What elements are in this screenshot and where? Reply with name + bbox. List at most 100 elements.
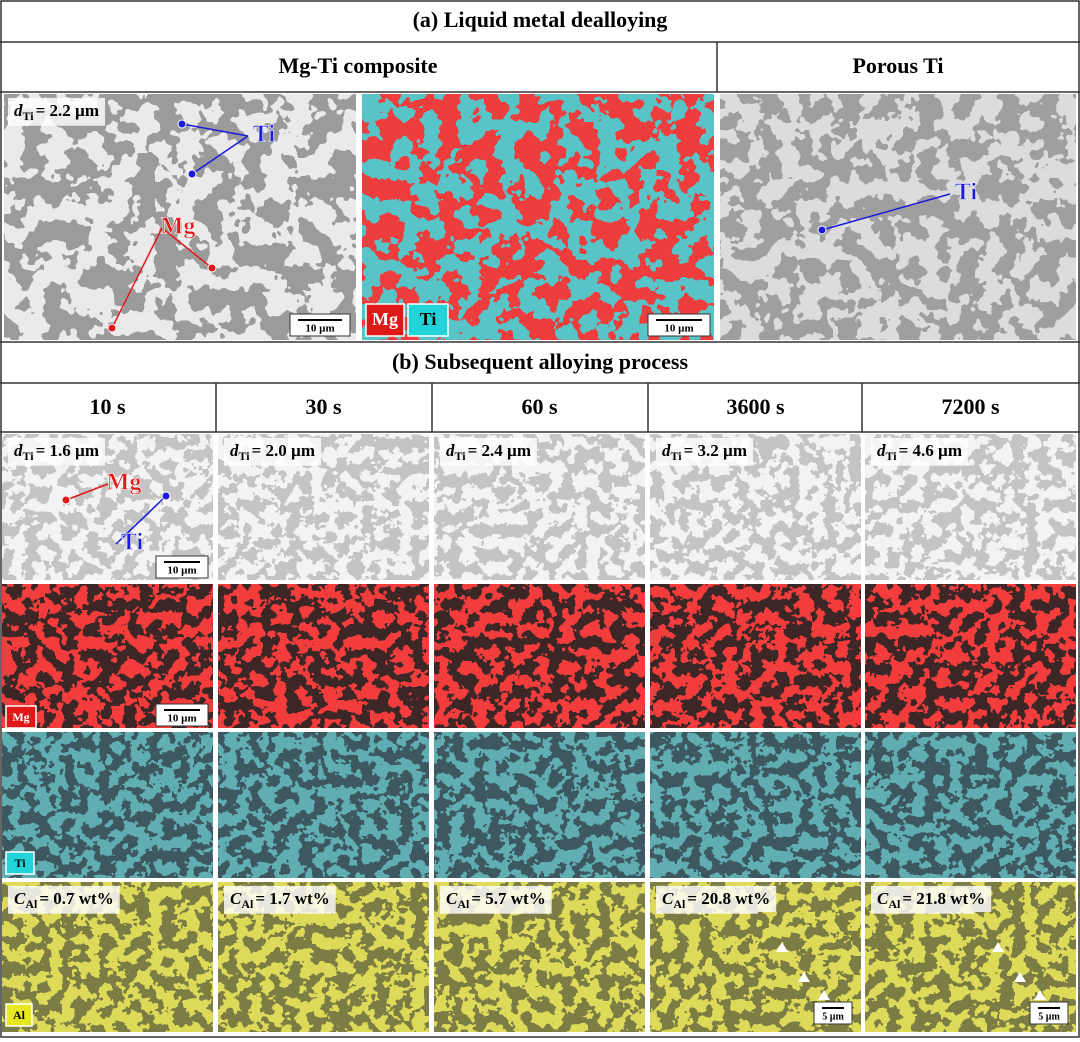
d-label: dTi = 2.0 µm — [224, 437, 322, 466]
inset-arrow — [776, 942, 788, 952]
scale-bar-label: 10 µm — [664, 323, 693, 335]
label-background — [440, 437, 538, 466]
label-part: Al — [25, 897, 38, 911]
ti-map — [433, 731, 646, 879]
pointer-line — [115, 495, 167, 545]
label-part: = 1.7 wt% — [255, 889, 329, 908]
time-header: 30 s — [305, 394, 342, 419]
label-part: Ti — [239, 449, 251, 463]
label-text: CAl = 1.7 wt% — [230, 889, 330, 911]
time-header: 7200 s — [941, 394, 1000, 419]
label-part: d — [14, 441, 23, 460]
label-background — [8, 885, 120, 914]
label-text: dTi = 1.6 µm — [14, 441, 99, 463]
pointer-dot — [187, 169, 197, 179]
pointer-dot — [817, 225, 827, 235]
label-background — [656, 885, 777, 914]
label-part: Al — [241, 897, 254, 911]
label-part: C — [877, 889, 889, 908]
scale-bar-label: 10 µm — [167, 713, 196, 725]
label-part: = 20.8 wt% — [687, 889, 770, 908]
label-text: CAl = 5.7 wt% — [446, 889, 546, 911]
label-part: d — [877, 441, 886, 460]
time-header: 3600 s — [726, 394, 785, 419]
pointer-dot — [107, 323, 117, 333]
label-background — [224, 437, 322, 466]
label-part: Ti — [455, 449, 467, 463]
label-part: Ti — [23, 109, 35, 123]
label-part: d — [14, 101, 23, 120]
label-part: Ti — [23, 449, 35, 463]
pointer-line — [161, 227, 213, 269]
c-label: CAl = 1.7 wt% — [224, 885, 336, 914]
pointer-line — [191, 135, 249, 175]
mg-map — [649, 583, 862, 729]
scale-bar-label: 5 µm — [822, 1011, 844, 1022]
ti-map — [649, 731, 862, 879]
inset-arrow — [818, 990, 830, 1000]
legend-label: Al — [13, 1008, 26, 1022]
porous-image — [719, 93, 1077, 341]
label-text: dTi = 2.0 µm — [230, 441, 315, 463]
panel-a-title: (a) Liquid metal dealloying — [413, 7, 668, 32]
mg-map — [433, 583, 646, 729]
mg-map — [217, 583, 430, 729]
phase-label: Ti — [955, 180, 978, 206]
time-header: 60 s — [521, 394, 558, 419]
legend-swatch — [5, 851, 35, 875]
label-background — [656, 437, 754, 466]
d-label: dTi = 4.6 µm — [871, 437, 969, 466]
label-part: = 0.7 wt% — [39, 889, 113, 908]
c-label: CAl = 20.8 wt% — [656, 885, 777, 914]
ti-map — [864, 731, 1077, 879]
legend-label: Ti — [420, 309, 437, 329]
inset-arrow — [1034, 990, 1046, 1000]
ti-map — [217, 731, 430, 879]
phase-label: Ti — [253, 122, 276, 148]
pointer-dot — [61, 495, 71, 505]
label-part: d — [230, 441, 239, 460]
column-header: Porous Ti — [852, 53, 943, 78]
label-text: CAl = 20.8 wt% — [662, 889, 770, 911]
label-part: d — [446, 441, 455, 460]
legend-swatch — [365, 303, 405, 337]
label-background — [871, 437, 969, 466]
pointer-dot — [177, 119, 187, 129]
phase-label: Ti — [121, 530, 144, 556]
sem-image — [3, 93, 357, 341]
d-label: dTi = 1.6 µm — [8, 437, 106, 466]
label-part: C — [662, 889, 674, 908]
label-text: CAl = 21.8 wt% — [877, 889, 985, 911]
mg-map — [864, 583, 1077, 729]
label-part: = 2.2 µm — [36, 101, 99, 120]
label-background — [8, 97, 106, 126]
c-label: CAl = 0.7 wt% — [8, 885, 120, 914]
legend-swatch — [407, 303, 449, 337]
legend-swatch — [5, 705, 37, 729]
legend-label: Mg — [12, 710, 29, 724]
c-label: CAl = 5.7 wt% — [440, 885, 552, 914]
label-part: Ti — [886, 449, 898, 463]
pointer-dot — [161, 491, 171, 501]
scale-bar-label: 10 µm — [167, 565, 196, 577]
c-label: CAl = 21.8 wt% — [871, 885, 992, 914]
inset-arrow — [798, 972, 810, 982]
label-part: Al — [888, 897, 901, 911]
label-part: C — [14, 889, 26, 908]
d-label: dTi = 2.4 µm — [440, 437, 538, 466]
scale-bar-label: 5 µm — [1038, 1011, 1060, 1022]
label-background — [871, 885, 992, 914]
panel-b-title: (b) Subsequent alloying process — [392, 349, 688, 374]
phase-label: Mg — [107, 470, 142, 496]
scale-bar-label: 10 µm — [305, 323, 334, 335]
label-part: C — [446, 889, 458, 908]
label-part: Al — [457, 897, 470, 911]
label-part: = 2.4 µm — [468, 441, 531, 460]
column-header: Mg-Ti composite — [278, 53, 437, 78]
pointer-dot — [207, 263, 217, 273]
label-part: = 21.8 wt% — [902, 889, 985, 908]
label-background — [440, 885, 552, 914]
table-lines — [0, 41, 1080, 433]
label-part: Ti — [671, 449, 683, 463]
label-text: dTi = 3.2 µm — [662, 441, 747, 463]
